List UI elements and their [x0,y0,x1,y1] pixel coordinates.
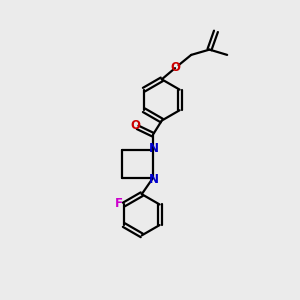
Text: N: N [149,173,159,186]
Text: N: N [149,142,159,155]
Text: O: O [170,61,180,74]
Text: O: O [130,119,140,132]
Text: F: F [115,197,123,210]
